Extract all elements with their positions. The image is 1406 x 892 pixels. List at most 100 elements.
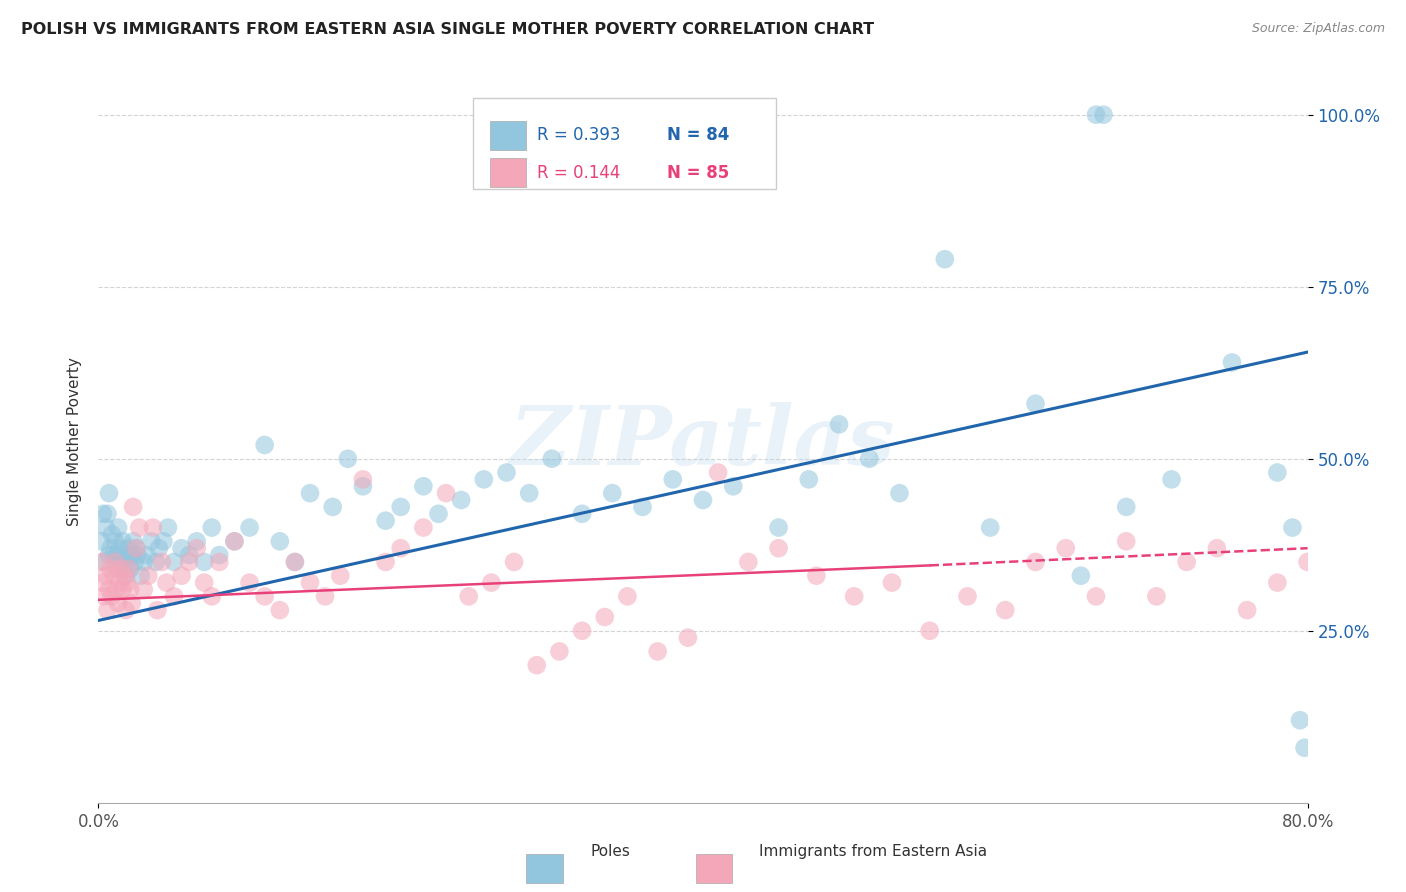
Point xyxy=(127,548,149,562)
Text: R = 0.144: R = 0.144 xyxy=(537,163,620,182)
Point xyxy=(132,582,155,597)
Text: Immigrants from Eastern Asia: Immigrants from Eastern Asia xyxy=(759,845,987,859)
Point xyxy=(1175,555,1198,569)
Point xyxy=(880,575,903,590)
FancyBboxPatch shape xyxy=(474,98,776,189)
Point xyxy=(101,527,124,541)
Point xyxy=(889,486,911,500)
Point xyxy=(93,590,115,604)
Point xyxy=(374,555,396,569)
Point xyxy=(571,624,593,638)
Point xyxy=(956,590,979,604)
Point xyxy=(602,486,624,500)
Point xyxy=(152,534,174,549)
Point xyxy=(121,548,143,562)
Point xyxy=(1281,520,1303,534)
Point xyxy=(186,534,208,549)
Point xyxy=(104,534,127,549)
Point xyxy=(201,520,224,534)
Point xyxy=(723,479,745,493)
Point xyxy=(540,451,562,466)
Point xyxy=(118,562,141,576)
Point xyxy=(179,548,201,562)
Point xyxy=(284,555,307,569)
FancyBboxPatch shape xyxy=(526,855,562,883)
Point xyxy=(107,520,129,534)
Point xyxy=(94,568,117,582)
Point xyxy=(100,562,122,576)
Point xyxy=(122,500,145,514)
Point xyxy=(108,575,131,590)
Text: N = 84: N = 84 xyxy=(666,126,730,145)
Point xyxy=(1160,472,1182,486)
Point xyxy=(1289,713,1312,727)
Point xyxy=(1024,555,1046,569)
Point xyxy=(201,590,224,604)
Point xyxy=(120,582,142,597)
Point xyxy=(98,548,121,562)
Point xyxy=(1085,108,1108,122)
Point xyxy=(208,548,231,562)
Text: N = 85: N = 85 xyxy=(666,163,728,182)
Point xyxy=(526,658,548,673)
Point xyxy=(135,548,157,562)
Point xyxy=(103,568,125,582)
Point xyxy=(114,603,136,617)
Point xyxy=(112,548,135,562)
Point xyxy=(299,575,322,590)
Point xyxy=(548,644,571,658)
Point xyxy=(593,610,616,624)
Point xyxy=(107,596,129,610)
Text: Poles: Poles xyxy=(591,845,630,859)
Point xyxy=(118,541,141,556)
Point xyxy=(90,555,112,569)
Text: POLISH VS IMMIGRANTS FROM EASTERN ASIA SINGLE MOTHER POVERTY CORRELATION CHART: POLISH VS IMMIGRANTS FROM EASTERN ASIA S… xyxy=(21,22,875,37)
Point xyxy=(374,514,396,528)
Point xyxy=(155,575,177,590)
FancyBboxPatch shape xyxy=(491,158,526,187)
Point xyxy=(1294,740,1316,755)
Point xyxy=(96,507,118,521)
Point xyxy=(412,479,434,493)
Point xyxy=(108,541,131,556)
Point xyxy=(142,520,165,534)
Point xyxy=(91,575,114,590)
FancyBboxPatch shape xyxy=(491,120,526,150)
Point xyxy=(844,590,866,604)
Point xyxy=(115,555,138,569)
Point xyxy=(692,493,714,508)
Point xyxy=(253,590,276,604)
Point xyxy=(828,417,851,432)
Point xyxy=(96,603,118,617)
FancyBboxPatch shape xyxy=(696,855,733,883)
Point xyxy=(170,541,193,556)
Point xyxy=(1296,555,1319,569)
Point xyxy=(1054,541,1077,556)
Point xyxy=(427,507,450,521)
Point xyxy=(145,555,167,569)
Point xyxy=(1220,355,1243,369)
Point xyxy=(129,568,152,582)
Point xyxy=(120,562,142,576)
Point xyxy=(979,520,1001,534)
Point xyxy=(103,548,125,562)
Point xyxy=(141,534,163,549)
Point xyxy=(352,479,374,493)
Point xyxy=(224,534,246,549)
Point xyxy=(121,596,143,610)
Point xyxy=(284,555,307,569)
Point xyxy=(114,568,136,582)
Point xyxy=(457,590,479,604)
Point xyxy=(115,575,138,590)
Point xyxy=(1267,575,1289,590)
Point xyxy=(707,466,730,480)
Point xyxy=(806,568,828,582)
Point xyxy=(156,520,179,534)
Point xyxy=(91,507,114,521)
Point xyxy=(737,555,759,569)
Point xyxy=(179,555,201,569)
Point xyxy=(314,590,336,604)
Point xyxy=(239,575,262,590)
Point xyxy=(125,541,148,556)
Point xyxy=(94,520,117,534)
